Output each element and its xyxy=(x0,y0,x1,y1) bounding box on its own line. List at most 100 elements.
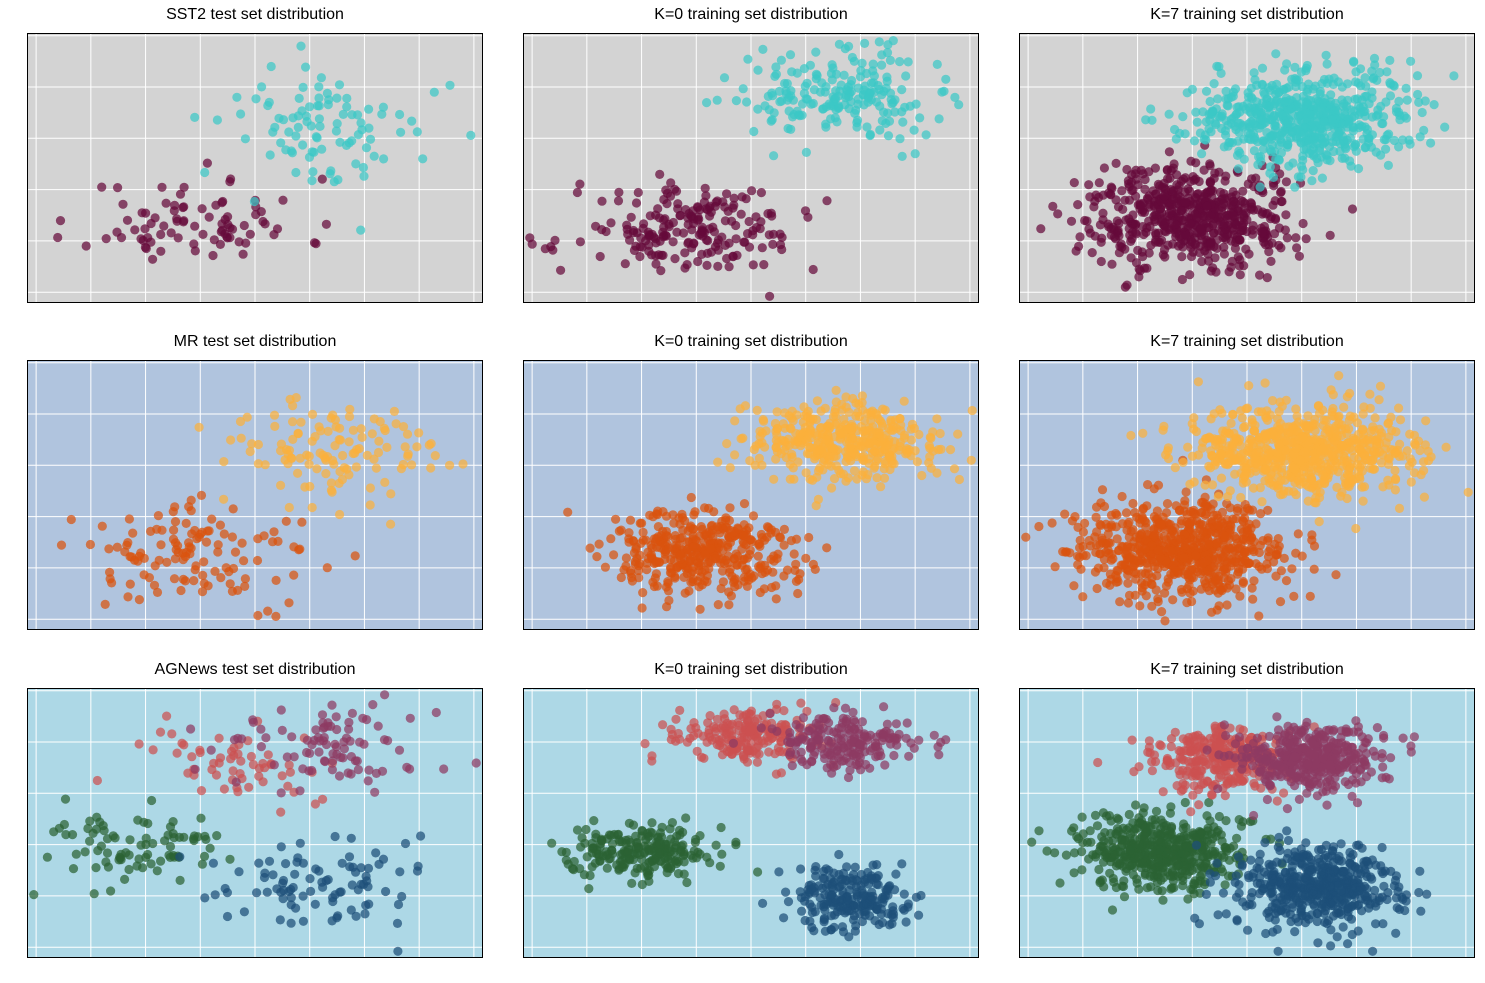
scatter-point-sports xyxy=(336,887,346,897)
scatter-point-negative xyxy=(661,526,671,537)
scatter-point-sports xyxy=(290,869,300,879)
scatter-point-negative xyxy=(173,541,183,551)
scatter-point-positive xyxy=(877,60,887,70)
scatter-point-positive xyxy=(1307,176,1317,186)
scatter-point-negative xyxy=(1224,267,1234,277)
scatter-point-positive xyxy=(1221,86,1231,96)
scatter-point-sports xyxy=(262,887,272,897)
scatter-point-negative xyxy=(779,540,789,550)
scatter-point-world xyxy=(636,863,646,873)
scatter-point-positive xyxy=(862,122,872,132)
scatter-point-business xyxy=(195,745,205,755)
scatter-point-positive xyxy=(905,101,915,111)
scatter-point-negative xyxy=(664,222,674,232)
scatter-point-negative xyxy=(755,563,765,573)
scatter-point-positive xyxy=(1163,446,1173,456)
scatter-point-negative xyxy=(1270,196,1280,206)
scatter-point-positive xyxy=(1235,148,1245,158)
scatter-point-positive xyxy=(1170,124,1180,135)
scatter-point-sci-tech xyxy=(346,752,356,762)
scatter-point-positive xyxy=(414,428,424,438)
scatter-point-negative xyxy=(222,233,232,243)
scatter-point-positive xyxy=(445,460,455,470)
scatter-point-positive xyxy=(903,57,913,67)
scatter-point-negative xyxy=(1163,174,1173,184)
scatter-point-negative xyxy=(1198,520,1208,530)
scatter-point-negative xyxy=(1115,241,1125,251)
scatter-point-positive xyxy=(338,450,348,461)
scatter-point-positive xyxy=(945,445,956,455)
scatter-point-positive xyxy=(1261,430,1271,440)
scatter-point-negative xyxy=(713,525,723,535)
scatter-point-positive xyxy=(1419,466,1429,476)
scatter-point-positive xyxy=(1332,482,1342,492)
scatter-point-positive xyxy=(1385,55,1395,65)
scatter-point-positive xyxy=(1180,129,1190,139)
scatter-point-negative xyxy=(762,532,772,542)
scatter-point-negative xyxy=(635,550,645,560)
scatter-point-negative xyxy=(1289,591,1299,601)
scatter-point-negative xyxy=(747,186,757,196)
scatter-point-negative xyxy=(289,570,299,580)
scatter-point-positive xyxy=(890,107,900,117)
scatter-point-positive xyxy=(774,86,785,96)
scatter-point-world xyxy=(639,848,649,858)
scatter-point-positive xyxy=(1359,482,1370,492)
scatter-point-positive xyxy=(1412,71,1423,81)
scatter-point-positive xyxy=(722,439,732,449)
scatter-point-sci-tech xyxy=(261,733,271,743)
scatter-point-negative xyxy=(635,251,645,262)
scatter-point-world xyxy=(644,858,654,868)
scatter-point-world xyxy=(711,840,721,850)
scatter-point-negative xyxy=(1179,500,1190,510)
scatter-point-negative xyxy=(670,254,680,264)
scatter-point-sci-tech xyxy=(373,721,383,731)
panel-mr-k0: K=0 training set distribution xyxy=(523,333,979,633)
scatter-point-positive xyxy=(828,101,838,111)
scatter-point-world xyxy=(584,884,594,894)
scatter-point-negative xyxy=(1136,529,1146,539)
scatter-point-positive xyxy=(298,140,308,150)
scatter-point-positive xyxy=(836,429,846,439)
scatter-point-sci-tech xyxy=(317,710,328,720)
scatter-point-negative xyxy=(789,549,799,559)
scatter-plot xyxy=(27,33,483,303)
scatter-point-negative xyxy=(722,253,732,264)
scatter-point-positive xyxy=(327,487,337,497)
scatter-point-negative xyxy=(1199,576,1210,586)
scatter-point-positive xyxy=(1187,451,1198,461)
scatter-point-negative xyxy=(1151,585,1161,595)
scatter-point-positive xyxy=(950,92,960,102)
scatter-point-negative xyxy=(179,182,189,192)
scatter-point-positive xyxy=(769,151,779,161)
scatter-point-negative xyxy=(682,260,692,270)
scatter-point-world xyxy=(147,795,157,806)
scatter-point-negative xyxy=(653,506,663,516)
scatter-point-positive xyxy=(1377,458,1387,468)
scatter-point-positive xyxy=(910,446,920,456)
scatter-point-world xyxy=(138,863,148,873)
scatter-point-negative xyxy=(1210,253,1220,263)
scatter-point-negative xyxy=(1087,248,1097,258)
scatter-point-negative xyxy=(56,540,67,550)
scatter-point-negative xyxy=(240,581,250,591)
scatter-point-positive xyxy=(1355,64,1366,74)
scatter-point-positive xyxy=(314,114,324,124)
scatter-point-negative xyxy=(168,534,179,544)
scatter-point-world xyxy=(654,848,664,858)
scatter-point-negative xyxy=(190,246,200,256)
scatter-point-negative xyxy=(223,220,233,230)
scatter-point-sci-tech xyxy=(311,725,321,735)
scatter-point-negative xyxy=(1225,544,1235,554)
scatter-point-world xyxy=(189,831,199,841)
scatter-point-negative xyxy=(173,547,183,557)
scatter-point-positive xyxy=(1394,403,1404,413)
scatter-point-negative xyxy=(1021,532,1031,542)
scatter-point-sci-tech xyxy=(359,739,369,749)
scatter-point-positive xyxy=(1268,172,1279,182)
scatter-point-positive xyxy=(353,110,363,120)
scatter-point-world xyxy=(106,886,116,896)
scatter-point-positive xyxy=(934,114,944,124)
scatter-point-positive xyxy=(1247,418,1257,428)
scatter-point-positive xyxy=(829,474,840,484)
